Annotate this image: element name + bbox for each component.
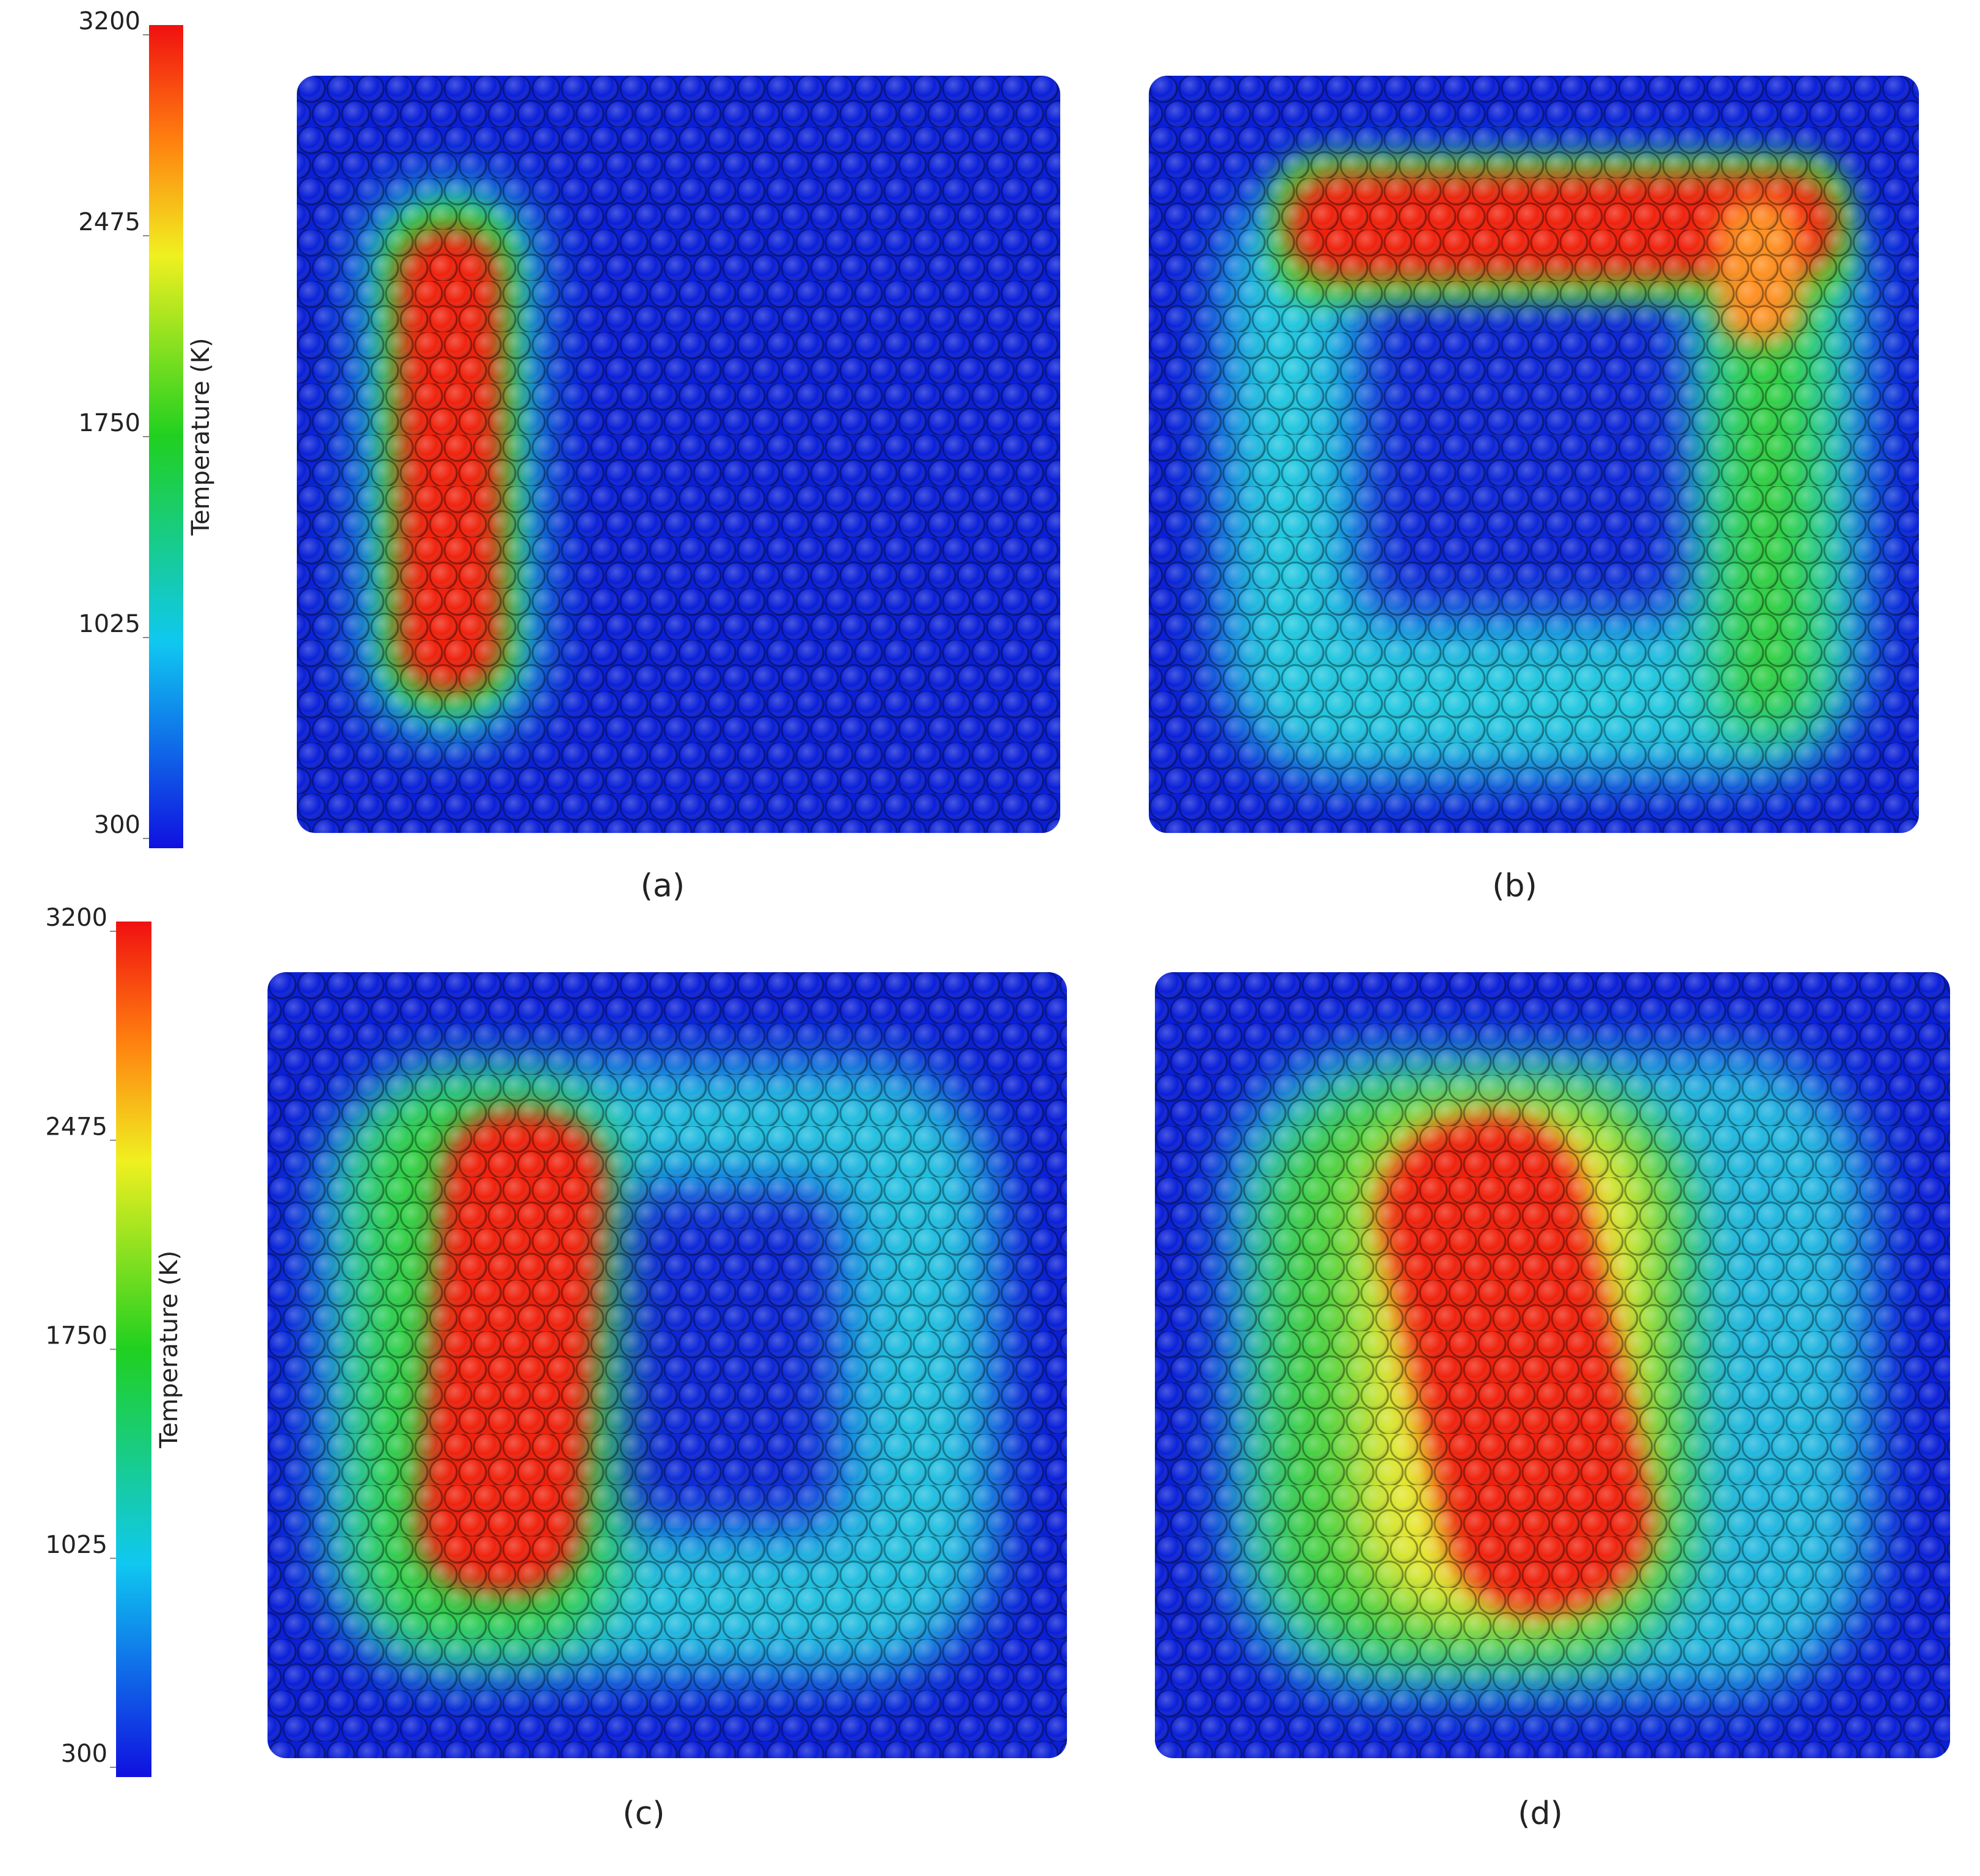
colorbar	[149, 25, 183, 848]
panel-caption: (b)	[1492, 868, 1537, 904]
tick-label: 2475	[78, 208, 140, 236]
colorbar	[116, 922, 151, 1777]
panel-image	[1149, 76, 1919, 833]
tick-label: 3200	[45, 904, 107, 932]
tick-label: 2475	[45, 1113, 107, 1141]
tick-label: 1750	[45, 1322, 107, 1350]
colorbar-label: Temperature (K)	[155, 1251, 183, 1449]
panel-image	[297, 76, 1060, 833]
tick-label: 1750	[78, 409, 140, 437]
panel-caption: (a)	[641, 868, 685, 904]
panel-image	[1155, 972, 1950, 1758]
tick-label: 300	[94, 811, 140, 839]
panel-caption: (d)	[1518, 1795, 1563, 1832]
tick-label: 300	[61, 1740, 107, 1768]
panel-caption: (c)	[622, 1795, 664, 1832]
colorbar-label: Temperature (K)	[187, 338, 215, 536]
tick-label: 1025	[78, 610, 140, 638]
panel-image	[268, 972, 1067, 1758]
tick-label: 3200	[78, 7, 140, 35]
tick-label: 1025	[45, 1531, 107, 1559]
